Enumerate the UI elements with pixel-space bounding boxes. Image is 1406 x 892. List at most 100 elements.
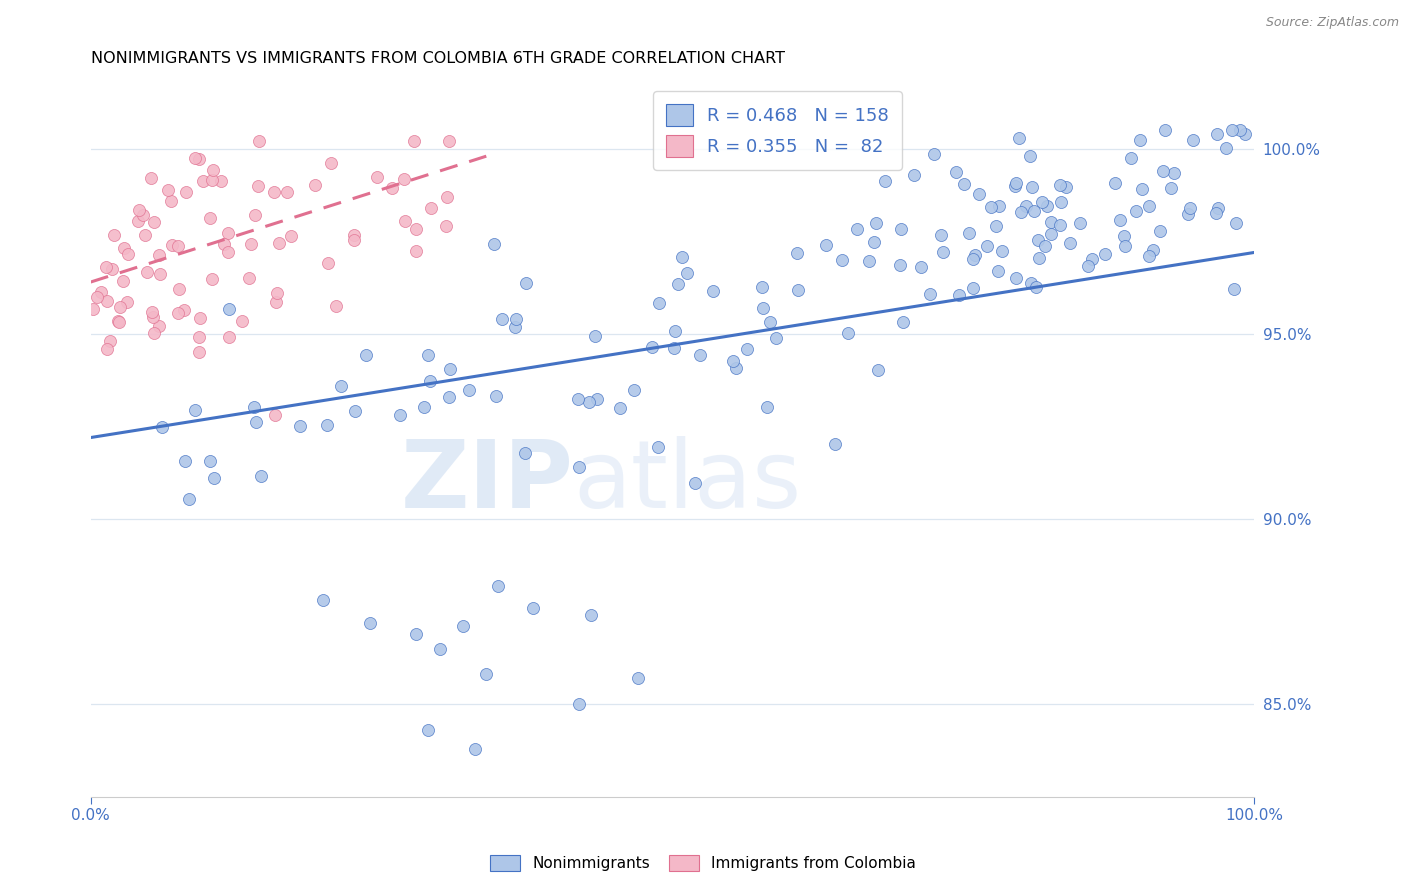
Point [671, 250, 693, 264]
Point [177, 491, 200, 506]
Point [505, 320, 527, 334]
Point [980, 200, 1002, 214]
Point [837, 326, 859, 340]
Point [111, 274, 134, 288]
Point [103, 227, 125, 242]
Point [1177, 207, 1199, 221]
Point [868, 363, 890, 377]
Point [1036, 199, 1059, 213]
Point [1220, 123, 1243, 137]
Point [209, 174, 232, 188]
Point [1026, 234, 1049, 248]
Point [1149, 224, 1171, 238]
Text: ZIP: ZIP [401, 436, 574, 528]
Point [846, 222, 869, 236]
Point [1069, 216, 1091, 230]
Point [1130, 181, 1153, 195]
Point [173, 303, 195, 318]
Point [174, 454, 197, 468]
Point [231, 313, 253, 327]
Point [202, 471, 225, 485]
Point [416, 723, 439, 737]
Point [585, 392, 607, 407]
Point [142, 310, 165, 325]
Point [135, 265, 157, 279]
Point [578, 395, 600, 409]
Point [786, 246, 808, 260]
Text: atlas: atlas [574, 436, 801, 528]
Point [513, 445, 536, 459]
Point [890, 222, 912, 236]
Point [1215, 141, 1237, 155]
Point [184, 152, 207, 166]
Point [1234, 127, 1257, 141]
Point [108, 300, 131, 314]
Point [676, 266, 699, 280]
Point [873, 174, 896, 188]
Point [152, 420, 174, 434]
Point [967, 187, 990, 202]
Point [366, 170, 388, 185]
Point [831, 252, 853, 267]
Point [1022, 203, 1045, 218]
Point [96, 342, 118, 356]
Point [759, 315, 782, 329]
Point [312, 593, 335, 607]
Point [247, 134, 270, 148]
Point [647, 440, 669, 454]
Point [143, 214, 166, 228]
Point [266, 285, 288, 300]
Point [288, 418, 311, 433]
Point [1080, 252, 1102, 266]
Point [1129, 133, 1152, 147]
Point [318, 256, 340, 270]
Point [394, 214, 416, 228]
Point [751, 280, 773, 294]
Point [420, 201, 443, 215]
Point [1021, 180, 1043, 194]
Point [984, 219, 1007, 233]
Point [141, 304, 163, 318]
Point [217, 244, 239, 259]
Point [1137, 199, 1160, 213]
Point [751, 301, 773, 316]
Point [188, 330, 211, 344]
Point [641, 340, 664, 354]
Point [491, 312, 513, 326]
Point [735, 343, 758, 357]
Point [218, 301, 240, 316]
Point [321, 156, 343, 170]
Point [863, 235, 886, 249]
Point [1152, 164, 1174, 178]
Point [201, 272, 224, 286]
Point [1004, 178, 1026, 193]
Point [1114, 238, 1136, 252]
Point [568, 697, 591, 711]
Point [824, 437, 846, 451]
Point [976, 239, 998, 253]
Point [583, 329, 606, 343]
Point [932, 245, 955, 260]
Point [1142, 243, 1164, 257]
Point [359, 615, 381, 630]
Point [522, 600, 544, 615]
Point [167, 306, 190, 320]
Point [198, 211, 221, 225]
Legend: Nonimmigrants, Immigrants from Colombia: Nonimmigrants, Immigrants from Colombia [484, 849, 922, 877]
Point [579, 608, 602, 623]
Point [218, 330, 240, 344]
Point [266, 295, 288, 310]
Point [464, 741, 486, 756]
Point [1104, 177, 1126, 191]
Point [439, 390, 461, 404]
Point [1119, 151, 1142, 165]
Point [188, 152, 211, 166]
Point [343, 228, 366, 243]
Point [139, 171, 162, 186]
Point [1014, 199, 1036, 213]
Point [1094, 247, 1116, 261]
Text: Source: ZipAtlas.com: Source: ZipAtlas.com [1265, 16, 1399, 29]
Point [402, 134, 425, 148]
Point [245, 415, 267, 429]
Text: NONIMMIGRANTS VS IMMIGRANTS FROM COLOMBIA 6TH GRADE CORRELATION CHART: NONIMMIGRANTS VS IMMIGRANTS FROM COLOMBI… [90, 51, 785, 66]
